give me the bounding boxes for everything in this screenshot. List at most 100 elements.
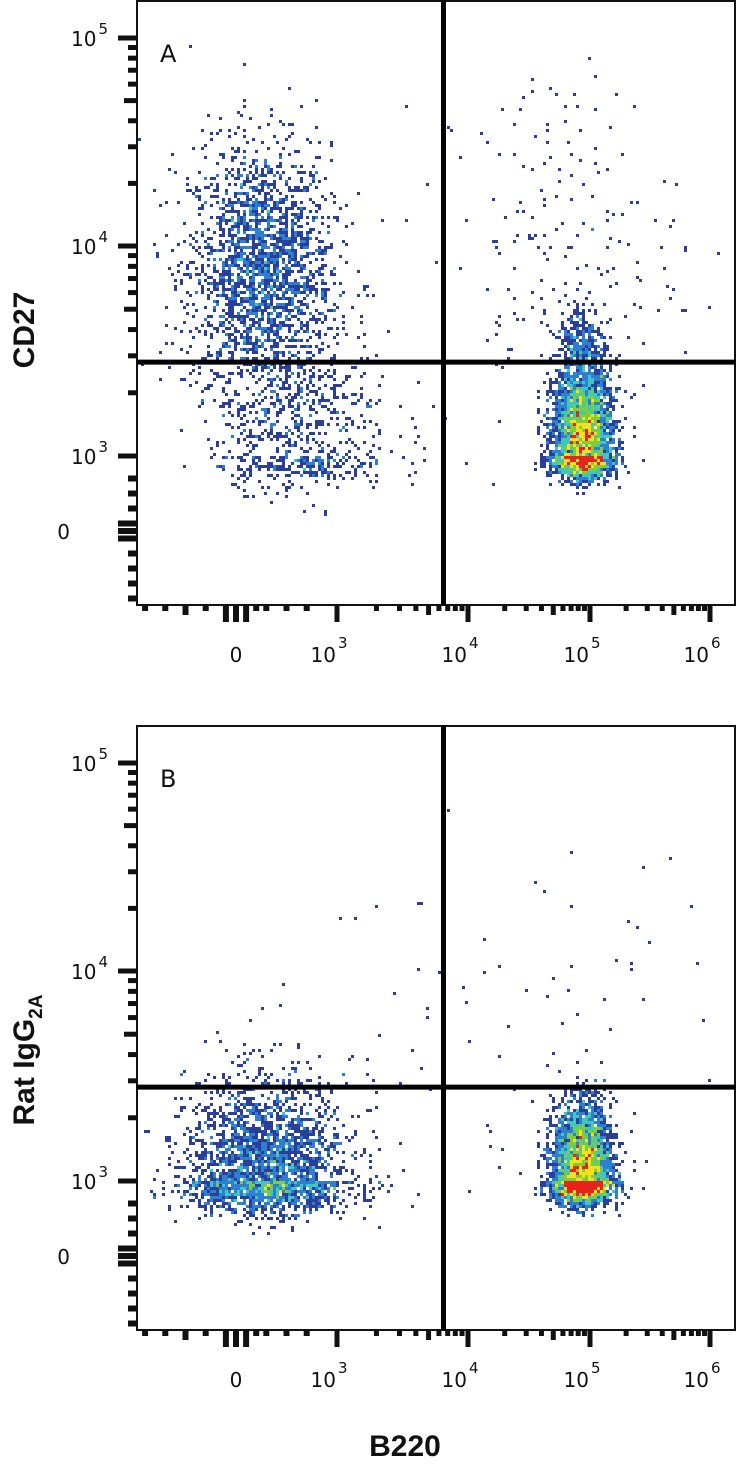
event-point xyxy=(228,372,231,375)
event-point xyxy=(582,399,585,402)
event-point xyxy=(609,426,612,429)
event-point xyxy=(603,351,606,354)
event-point xyxy=(234,249,237,252)
event-point xyxy=(411,1205,414,1208)
event-point xyxy=(540,1175,543,1178)
event-point xyxy=(612,462,615,465)
event-point xyxy=(228,204,231,207)
event-point xyxy=(228,219,231,222)
event-point xyxy=(258,459,261,462)
event-point xyxy=(231,414,234,417)
event-point xyxy=(195,1187,198,1190)
event-point xyxy=(306,465,309,468)
event-point xyxy=(237,1055,240,1058)
event-point xyxy=(300,231,303,234)
event-point xyxy=(243,453,246,456)
event-point xyxy=(246,495,249,498)
event-point xyxy=(300,465,303,468)
event-point xyxy=(279,1178,282,1181)
event-point xyxy=(291,1160,294,1163)
event-point xyxy=(543,1157,546,1160)
event-point xyxy=(201,1142,204,1145)
event-point xyxy=(582,309,585,312)
event-point xyxy=(258,204,261,207)
event-point xyxy=(216,465,219,468)
event-point xyxy=(537,1163,540,1166)
event-point xyxy=(318,180,321,183)
event-point xyxy=(567,345,570,348)
event-point xyxy=(360,321,363,324)
event-point xyxy=(330,1205,333,1208)
event-point xyxy=(306,1175,309,1178)
event-point xyxy=(549,330,552,333)
event-point xyxy=(165,234,168,237)
event-point xyxy=(243,162,246,165)
event-point xyxy=(597,1112,600,1115)
event-point xyxy=(246,1175,249,1178)
event-point xyxy=(318,369,321,372)
event-point xyxy=(555,336,558,339)
event-point xyxy=(276,1100,279,1103)
event-point xyxy=(363,441,366,444)
event-point xyxy=(255,1193,258,1196)
event-point xyxy=(180,261,183,264)
event-point xyxy=(579,1202,582,1205)
event-point xyxy=(276,1139,279,1142)
event-point xyxy=(588,453,591,456)
event-point xyxy=(285,252,288,255)
event-point xyxy=(546,1145,549,1148)
event-point xyxy=(597,351,600,354)
event-point xyxy=(231,306,234,309)
event-point xyxy=(306,189,309,192)
event-point xyxy=(549,378,552,381)
event-point xyxy=(603,411,606,414)
event-point xyxy=(342,393,345,396)
event-point xyxy=(600,321,603,324)
event-point xyxy=(246,1115,249,1118)
event-point xyxy=(240,270,243,273)
event-point xyxy=(282,324,285,327)
event-point xyxy=(312,180,315,183)
event-point xyxy=(153,1178,156,1181)
event-point xyxy=(297,285,300,288)
event-point xyxy=(243,1115,246,1118)
event-point xyxy=(294,1178,297,1181)
event-point xyxy=(570,432,573,435)
event-point xyxy=(561,438,564,441)
event-point xyxy=(672,288,675,291)
event-point xyxy=(582,453,585,456)
event-point xyxy=(549,423,552,426)
event-point xyxy=(321,474,324,477)
event-point xyxy=(237,312,240,315)
event-point xyxy=(591,468,594,471)
event-point xyxy=(594,381,597,384)
event-point xyxy=(315,156,318,159)
event-point xyxy=(267,192,270,195)
event-point xyxy=(621,447,624,450)
event-point xyxy=(261,309,264,312)
event-point xyxy=(234,1169,237,1172)
event-point xyxy=(318,399,321,402)
event-point xyxy=(567,447,570,450)
event-point xyxy=(576,267,579,270)
event-point xyxy=(240,249,243,252)
event-point xyxy=(225,273,228,276)
event-point xyxy=(318,1190,321,1193)
event-point xyxy=(294,393,297,396)
event-point xyxy=(612,456,615,459)
event-point xyxy=(306,1199,309,1202)
event-point xyxy=(582,474,585,477)
event-point xyxy=(591,390,594,393)
event-point xyxy=(231,1208,234,1211)
event-point xyxy=(222,294,225,297)
event-point xyxy=(258,285,261,288)
event-point xyxy=(234,264,237,267)
event-point xyxy=(555,414,558,417)
event-point xyxy=(246,420,249,423)
event-point xyxy=(270,1145,273,1148)
event-point xyxy=(243,219,246,222)
y-tick xyxy=(128,55,137,61)
event-point xyxy=(576,312,579,315)
event-point xyxy=(243,1097,246,1100)
event-point xyxy=(219,219,222,222)
